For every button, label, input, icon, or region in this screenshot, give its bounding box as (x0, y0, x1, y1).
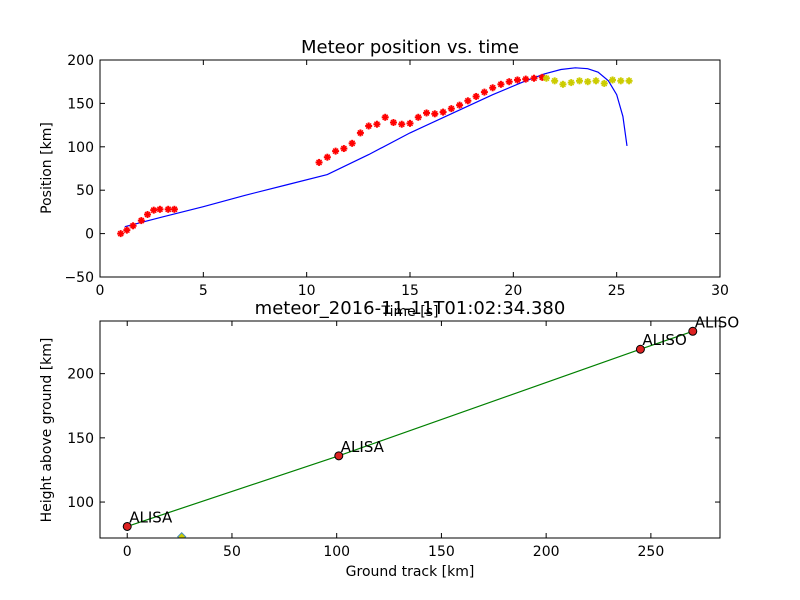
data-point (150, 206, 158, 214)
data-point (530, 74, 538, 82)
data-point (398, 120, 406, 128)
x-tick-label: 30 (711, 283, 729, 299)
chart-title: meteor_2016-11-11T01:02:34.380 (255, 298, 566, 319)
station-label: ALISA (129, 508, 173, 526)
y-tick-label: 150 (67, 96, 94, 112)
data-point (323, 153, 331, 161)
data-point (406, 119, 414, 127)
data-point (575, 77, 583, 85)
axes-frame (99, 320, 721, 539)
station-label: ALISO (695, 313, 739, 331)
data-point (456, 101, 464, 109)
data-point (315, 158, 323, 166)
data-point (513, 76, 521, 84)
x-tick-label: 150 (428, 544, 455, 560)
station-marker (635, 344, 645, 354)
data-point (522, 75, 530, 83)
plot-area (117, 67, 633, 238)
data-point (480, 88, 488, 96)
station-labels: ALISA ALISA ALISO ALISO (129, 313, 739, 526)
data-point (447, 105, 455, 113)
series-line (127, 330, 693, 527)
data-point (617, 77, 625, 85)
y-tick-label: 200 (67, 53, 94, 69)
data-point (156, 205, 164, 213)
station-label: ALISO (642, 331, 686, 349)
data-point (559, 80, 567, 88)
data-point (332, 147, 340, 155)
x-tick-label: 200 (533, 544, 560, 560)
x-tick-label: 100 (323, 544, 350, 560)
x-tick-label: 50 (223, 544, 241, 560)
station-marker (688, 326, 698, 336)
y-tick-label: 100 (67, 140, 94, 156)
y-tick-label: −50 (64, 270, 94, 286)
y-tick-label: 100 (67, 495, 94, 511)
series-line (124, 67, 628, 228)
data-point (551, 77, 559, 85)
data-point (431, 110, 439, 118)
data-point (144, 211, 152, 219)
data-point (373, 120, 381, 128)
data-point (170, 205, 178, 213)
data-point (164, 205, 172, 213)
chart-height-vs-ground-track: meteor_2016-11-11T01:02:34.380 ALISAALIS… (39, 298, 739, 580)
station-label: ALISA (341, 438, 385, 456)
data-point (600, 79, 608, 87)
data-point (356, 129, 364, 137)
data-point (389, 118, 397, 126)
data-point (348, 139, 356, 147)
data-point (117, 230, 125, 238)
chart-title: Meteor position vs. time (301, 37, 519, 58)
data-point (472, 92, 480, 100)
data-point (123, 226, 131, 234)
data-point (464, 97, 472, 105)
data-point (423, 109, 431, 117)
station-marker (122, 521, 132, 531)
y-axis-label: Position [km] (39, 122, 55, 214)
data-point (439, 108, 447, 116)
axis-ticks: 0 50 100 150 200 250 100 150 200 (67, 321, 720, 560)
y-tick-label: 150 (67, 431, 94, 447)
x-tick-label: 25 (608, 283, 626, 299)
y-tick-label: 50 (76, 183, 94, 199)
y-axis-label: Height above ground [km] (39, 338, 55, 523)
x-tick-label: 0 (96, 283, 105, 299)
data-point (129, 222, 137, 230)
data-point (365, 122, 373, 130)
data-point (584, 78, 592, 86)
extra-marker (176, 532, 187, 538)
x-axis-label: Ground track [km] (346, 564, 475, 580)
data-point (567, 79, 575, 87)
x-tick-label: 250 (638, 544, 665, 560)
chart-position-vs-time: Meteor position vs. time 0 5 10 15 20 25 30 −50… (39, 37, 729, 320)
axes-frame (99, 59, 721, 278)
x-axis-label: Time [s] (381, 304, 439, 320)
x-tick-label: 10 (298, 283, 316, 299)
x-tick-label: 5 (199, 283, 208, 299)
data-point (542, 74, 550, 82)
station-marker (334, 451, 344, 461)
data-point (505, 78, 513, 86)
data-point (414, 113, 422, 121)
y-tick-label: 200 (67, 367, 94, 383)
data-point (609, 76, 617, 84)
data-point (592, 77, 600, 85)
data-point (489, 84, 497, 92)
data-point (497, 80, 505, 88)
data-point (340, 145, 348, 153)
plot-area (122, 326, 698, 538)
x-tick-label: 15 (401, 283, 419, 299)
data-point (137, 217, 145, 225)
data-point (381, 113, 389, 121)
data-point (625, 77, 633, 85)
x-tick-label: 20 (504, 283, 522, 299)
x-tick-label: 0 (123, 544, 132, 560)
y-tick-label: 0 (85, 227, 94, 243)
